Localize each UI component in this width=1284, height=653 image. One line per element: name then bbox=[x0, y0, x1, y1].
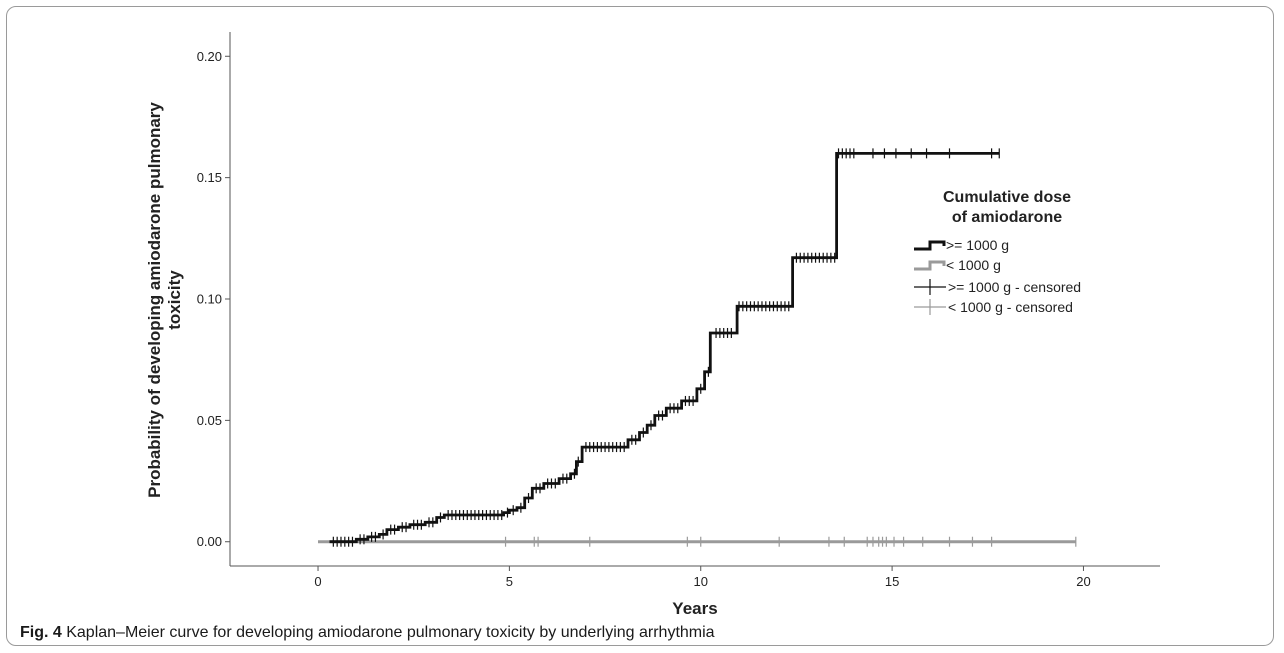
legend-swatch-high-censored bbox=[914, 279, 946, 295]
y-tick-label: 0.20 bbox=[197, 49, 222, 64]
y-tick-label: 0.15 bbox=[197, 170, 222, 185]
y-tick-label: 0.00 bbox=[197, 534, 222, 549]
y-axis-label-line-2: toxicity bbox=[165, 270, 184, 330]
legend-swatch-high bbox=[914, 240, 946, 251]
figure-caption-text: Kaplan–Meier curve for developing amioda… bbox=[66, 624, 715, 641]
plot-area bbox=[318, 148, 1077, 547]
x-axis-label: Years bbox=[672, 599, 717, 618]
x-tick-label: 10 bbox=[694, 574, 708, 589]
figure-label: Fig. 4 bbox=[20, 624, 62, 641]
x-tick-label: 0 bbox=[314, 574, 321, 589]
legend-swatch-low-censored bbox=[914, 299, 946, 315]
x-tick-label: 20 bbox=[1076, 574, 1090, 589]
y-tick-label: 0.05 bbox=[197, 413, 222, 428]
legend-title-line-2: of amiodarone bbox=[952, 209, 1062, 226]
legend: Cumulative dose of amiodarone >= 1000 g … bbox=[914, 189, 1081, 315]
x-ticks: 0 5 10 15 20 bbox=[314, 566, 1091, 589]
y-axis-label: Probability of developing amiodarone pul… bbox=[145, 102, 184, 498]
y-tick-label: 0.10 bbox=[197, 292, 222, 307]
legend-label-high: >= 1000 g bbox=[946, 237, 1009, 253]
y-axis-label-line-1: Probability of developing amiodarone pul… bbox=[145, 102, 164, 498]
legend-label-high-censored: >= 1000 g - censored bbox=[948, 279, 1081, 295]
figure-frame bbox=[6, 6, 1274, 646]
legend-label-low-censored: < 1000 g - censored bbox=[948, 299, 1073, 315]
x-tick-label: 5 bbox=[506, 574, 513, 589]
x-tick-label: 15 bbox=[885, 574, 899, 589]
y-ticks: 0.00 0.05 0.10 0.15 0.20 bbox=[197, 49, 230, 549]
legend-title-line-1: Cumulative dose bbox=[943, 189, 1071, 206]
figure-caption: Fig. 4 Kaplan–Meier curve for developing… bbox=[20, 624, 715, 642]
legend-label-low: < 1000 g bbox=[946, 257, 1001, 273]
legend-swatch-low bbox=[914, 260, 946, 271]
series-high-line bbox=[329, 152, 1000, 544]
